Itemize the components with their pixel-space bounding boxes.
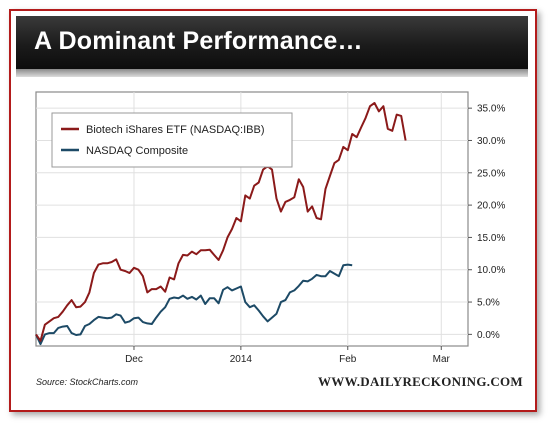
- page-title: A Dominant Performance…: [34, 27, 363, 55]
- nasdaq-series-line: [35, 263, 353, 346]
- y-tick-label: 20.0%: [477, 201, 505, 212]
- source-note: Source: StockCharts.com: [36, 377, 139, 387]
- legend-box: [51, 112, 293, 168]
- x-tick-label: Dec: [125, 354, 143, 365]
- y-tick-label: 25.0%: [477, 168, 505, 179]
- y-tick-label: 5.0%: [477, 298, 500, 309]
- x-tick-label: Feb: [339, 354, 357, 365]
- y-tick-label: 0.0%: [477, 330, 500, 341]
- y-tick-label: 10.0%: [477, 265, 505, 276]
- header-band: [16, 69, 528, 77]
- y-tick-label: 35.0%: [477, 104, 505, 115]
- y-tick-label: 30.0%: [477, 136, 505, 147]
- legend-label: NASDAQ Composite: [86, 145, 188, 157]
- y-tick-label: 15.0%: [477, 233, 505, 244]
- legend-label: Biotech iShares ETF (NASDAQ:IBB): [86, 124, 265, 136]
- header-banner: A Dominant Performance…: [16, 16, 528, 69]
- ibb-series-line: [35, 102, 407, 342]
- x-tick-label: 2014: [230, 354, 253, 365]
- x-tick-label: Mar: [433, 354, 451, 365]
- site-url: WWW.DAILYRECKONING.COM: [318, 374, 523, 389]
